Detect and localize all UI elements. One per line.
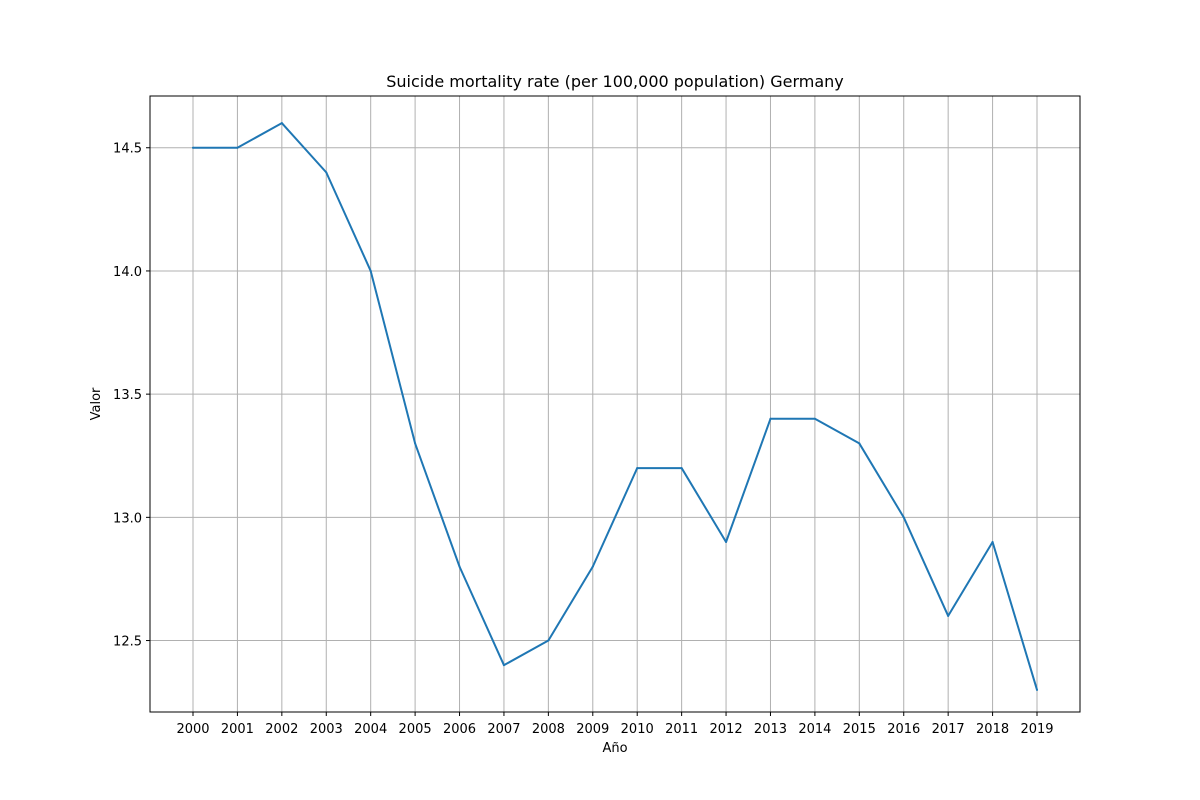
y-tick-label: 14.0 bbox=[113, 265, 142, 280]
y-tick-label: 13.5 bbox=[113, 388, 142, 403]
data-point-2002 bbox=[280, 122, 283, 125]
grid bbox=[150, 96, 1080, 712]
ticks: 2000 2001 2002 2003 2004 2005 2006 2007 2008 2009… bbox=[113, 142, 1054, 737]
x-axis-title: Año bbox=[602, 741, 627, 756]
data-point-2004 bbox=[369, 269, 372, 272]
data-point-2009 bbox=[591, 565, 594, 568]
data-point-2013 bbox=[769, 417, 772, 420]
data-point-2000 bbox=[192, 146, 194, 149]
data-point-2015 bbox=[858, 442, 861, 445]
x-tick-label: 2002 bbox=[265, 722, 298, 737]
chart-title: Suicide mortality rate (per 100,000 popu… bbox=[386, 72, 844, 91]
x-tick-label: 2016 bbox=[887, 722, 920, 737]
x-tick-label: 2013 bbox=[754, 722, 787, 737]
x-tick-label: 2009 bbox=[576, 722, 609, 737]
x-tick-label: 2019 bbox=[1020, 722, 1053, 737]
x-tick-label: 2001 bbox=[221, 722, 254, 737]
series-layer bbox=[192, 122, 1038, 691]
data-point-2003 bbox=[325, 171, 328, 174]
x-tick-label: 2004 bbox=[354, 722, 387, 737]
y-tick-label: 14.5 bbox=[113, 142, 142, 157]
x-tick-label: 2006 bbox=[443, 722, 476, 737]
series-line bbox=[192, 122, 1038, 691]
data-point-2008 bbox=[547, 639, 550, 642]
data-point-2014 bbox=[813, 417, 816, 420]
data-point-2011 bbox=[680, 467, 683, 470]
y-tick-label: 13.0 bbox=[113, 511, 142, 526]
x-tick-label: 2011 bbox=[665, 722, 698, 737]
data-point-2005 bbox=[414, 442, 417, 445]
data-point-2006 bbox=[458, 565, 461, 568]
y-axis-title: Valor bbox=[89, 387, 104, 420]
y-tick-label: 12.5 bbox=[113, 635, 142, 650]
x-tick-label: 2008 bbox=[532, 722, 565, 737]
data-point-2010 bbox=[636, 467, 639, 470]
plot-frame bbox=[149, 95, 1081, 713]
x-tick-label: 2012 bbox=[710, 722, 743, 737]
data-point-2001 bbox=[236, 146, 239, 149]
x-tick-label: 2010 bbox=[621, 722, 654, 737]
x-tick-label: 2017 bbox=[932, 722, 965, 737]
x-tick-label: 2014 bbox=[798, 722, 831, 737]
data-point-2016 bbox=[902, 516, 905, 519]
x-tick-label: 2007 bbox=[487, 722, 520, 737]
data-point-2018 bbox=[991, 540, 994, 543]
x-tick-label: 2003 bbox=[310, 722, 343, 737]
data-point-2007 bbox=[502, 664, 505, 667]
x-tick-label: 2015 bbox=[843, 722, 876, 737]
data-point-2019 bbox=[1036, 688, 1038, 691]
data-point-2012 bbox=[725, 540, 728, 543]
x-tick-label: 2000 bbox=[176, 722, 209, 737]
data-point-2017 bbox=[947, 614, 950, 617]
x-tick-label: 2005 bbox=[399, 722, 432, 737]
x-tick-label: 2018 bbox=[976, 722, 1009, 737]
